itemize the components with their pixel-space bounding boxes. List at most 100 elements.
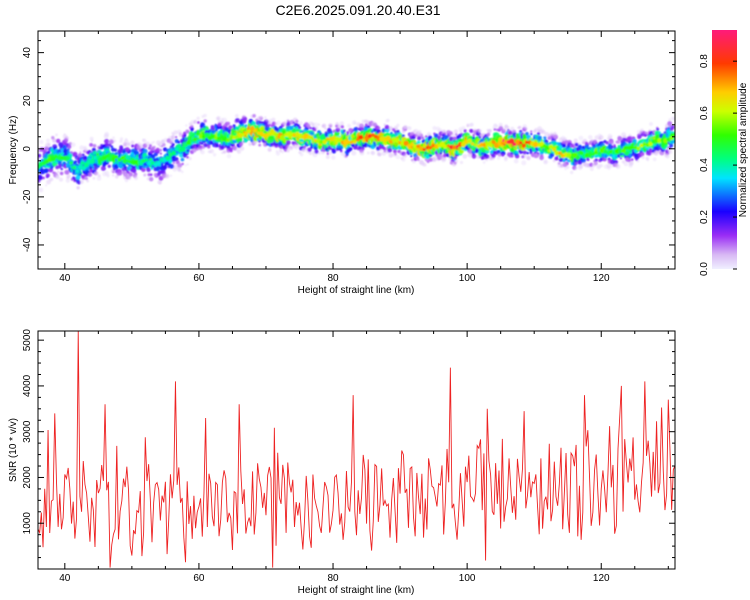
spectral-cell	[552, 159, 556, 163]
spectral-cell	[77, 153, 83, 158]
spectral-cell	[251, 121, 256, 126]
spectral-cell	[496, 156, 501, 160]
spectral-cell	[181, 137, 184, 141]
spectral-cell	[265, 118, 269, 122]
spectral-cell	[286, 144, 291, 149]
spectral-cell	[58, 165, 62, 169]
spectral-cell	[507, 126, 510, 129]
spectral-cell	[462, 154, 468, 159]
spectral-cell	[141, 167, 146, 172]
spectral-cell	[285, 140, 291, 145]
spectral-cell	[390, 131, 393, 135]
spectral-cell	[86, 179, 90, 183]
spectral-cell	[234, 114, 239, 118]
spectral-cell	[177, 140, 181, 144]
spectral-cell	[142, 148, 148, 154]
spectral-cell	[474, 148, 480, 154]
spectral-cell	[566, 165, 570, 169]
spectral-cell	[384, 124, 390, 130]
spectral-cell	[432, 126, 437, 131]
spectral-cell	[252, 114, 256, 118]
spectral-cell	[198, 145, 202, 149]
spectral-cell	[286, 119, 290, 123]
spectral-cell	[431, 150, 436, 156]
spectral-cell	[314, 126, 319, 130]
spectral-cell	[79, 151, 82, 154]
spectral-cell	[370, 150, 376, 156]
spectral-cell	[506, 152, 512, 157]
spectral-cell	[335, 122, 339, 126]
spectral-cell	[593, 161, 598, 166]
spectral-cell	[459, 160, 464, 165]
spectral-cell	[119, 139, 123, 143]
spectral-cell	[92, 150, 98, 156]
spectral-cell	[541, 151, 544, 155]
spectral-cell	[359, 127, 364, 131]
spectral-cell	[502, 128, 506, 132]
spectral-cell	[47, 142, 51, 146]
spectral-cell	[46, 138, 50, 143]
spectral-cell	[387, 147, 393, 153]
spectral-cell	[410, 155, 413, 158]
spectral-cell	[115, 166, 118, 170]
spectral-cell	[75, 175, 81, 180]
spectral-cell	[50, 177, 54, 181]
spectral-cell	[87, 172, 93, 177]
spectral-cell	[589, 167, 594, 172]
spectral-cell	[421, 140, 425, 144]
spectral-cell	[62, 144, 68, 150]
spectral-cell	[148, 144, 152, 148]
spectral-cell	[134, 173, 138, 177]
spectral-cell	[599, 135, 604, 140]
spectral-cell	[621, 132, 627, 138]
spectral-cell	[356, 146, 361, 151]
spectral-cell	[530, 132, 533, 136]
spectral-cell	[367, 125, 371, 129]
spectral-cell	[564, 157, 568, 161]
spectral-cell	[59, 171, 64, 176]
spectral-cell	[171, 131, 174, 135]
spectral-cell	[222, 117, 228, 123]
spectral-cell	[74, 160, 78, 164]
spectral-cell	[164, 173, 170, 179]
spectral-cell	[289, 145, 293, 149]
spectral-cell	[396, 123, 400, 127]
spectral-cell	[79, 179, 84, 185]
spectral-cell	[71, 142, 76, 148]
spectral-cell	[152, 140, 155, 144]
spectral-cell	[171, 135, 175, 140]
spectral-cell	[309, 131, 314, 136]
spectral-cell	[607, 133, 613, 139]
spectral-cell	[321, 124, 325, 128]
spectral-cell	[271, 121, 276, 126]
spectral-cell	[324, 127, 327, 130]
spectral-cell	[525, 131, 529, 136]
spectral-cell	[600, 141, 604, 144]
spectral-cell	[147, 173, 151, 177]
spectral-cell	[119, 146, 124, 151]
spectral-cell	[518, 149, 524, 154]
spectral-cell	[570, 170, 574, 175]
spectral-cell	[400, 156, 404, 160]
spectral-cell	[628, 163, 633, 168]
spectral-cell	[58, 160, 62, 165]
spectral-cell	[217, 122, 222, 127]
spectral-cell	[543, 159, 549, 165]
spectral-cell	[353, 121, 357, 125]
spectral-heatmap	[38, 113, 675, 193]
spectral-cell	[309, 126, 312, 130]
spectral-cell	[203, 113, 207, 118]
spectral-cell	[574, 142, 579, 147]
spectral-cell	[617, 136, 623, 141]
spectral-cell	[366, 151, 370, 155]
spectral-cell	[310, 121, 314, 125]
spectral-cell	[317, 123, 321, 126]
spectral-cell	[92, 176, 96, 180]
spectral-cell	[636, 130, 641, 134]
spectral-cell	[543, 136, 547, 140]
spectral-cell	[562, 162, 568, 168]
spectral-cell	[325, 155, 330, 159]
spectral-cell	[118, 172, 123, 176]
spectral-cell	[524, 127, 528, 130]
